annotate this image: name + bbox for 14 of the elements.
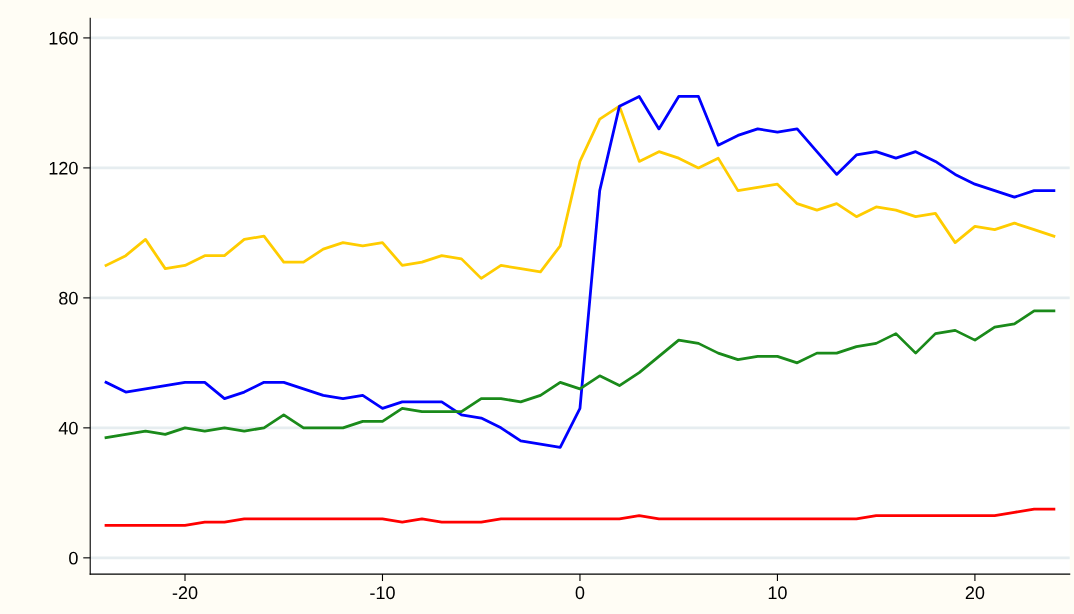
x-tick-label: -10 bbox=[370, 586, 395, 600]
x-tick-label: 10 bbox=[768, 586, 787, 600]
x-tick-label: 0 bbox=[575, 586, 585, 600]
x-tick-label: -20 bbox=[172, 586, 198, 600]
line-series bbox=[104, 95, 1056, 449]
y-tick-label: 120 bbox=[49, 161, 78, 175]
line-series bbox=[104, 507, 1056, 527]
y-tick-label: 80 bbox=[59, 291, 78, 305]
line-series bbox=[104, 104, 1056, 280]
x-tick-label: 20 bbox=[965, 586, 985, 600]
y-tick-label: 40 bbox=[58, 421, 78, 435]
y-tick-label: 160 bbox=[49, 31, 78, 45]
y-tick-label: 0 bbox=[69, 551, 78, 565]
line-series bbox=[104, 309, 1056, 439]
